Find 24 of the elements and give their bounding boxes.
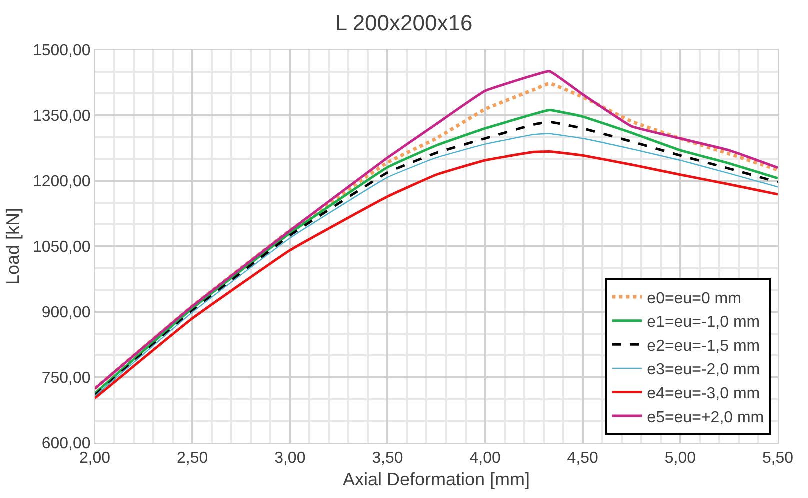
- x-tick-label: 2,50: [177, 450, 208, 468]
- y-tick-label: 600,00: [42, 436, 91, 453]
- legend-label: e5=eu=+2,0 mm: [647, 409, 764, 426]
- x-tick-label: 3,50: [372, 450, 404, 468]
- y-tick-label: 1500,00: [32, 42, 91, 60]
- y-tick-label: 1050,00: [32, 239, 91, 256]
- x-tick-label: 5,00: [664, 450, 696, 468]
- x-tick-label: 4,00: [470, 450, 501, 468]
- chart-title: L 200x200x16: [335, 10, 473, 36]
- x-tick-label: 3,00: [274, 450, 306, 468]
- legend-label: e2=eu=-1,5 mm: [647, 338, 760, 355]
- legend-label: e0=eu=0 mm: [647, 290, 742, 308]
- y-tick-label: 900,00: [42, 304, 91, 322]
- y-tick-label: 1200,00: [32, 174, 91, 191]
- y-tick-label: 1350,00: [32, 108, 91, 126]
- legend-label: e1=eu=-1,0 mm: [647, 314, 760, 332]
- x-tick-label: 4,50: [567, 450, 599, 468]
- legend-label: e4=eu=-3,0 mm: [647, 385, 760, 402]
- x-axis-title: Axial Deformation [mm]: [342, 469, 530, 490]
- x-tick-label: 2,00: [79, 450, 111, 468]
- legend-label: e3=eu=-2,0 mm: [647, 362, 760, 379]
- x-tick-label: 5,50: [762, 450, 794, 468]
- y-tick-label: 750,00: [42, 370, 91, 388]
- y-axis-title: Load [kN]: [3, 208, 24, 286]
